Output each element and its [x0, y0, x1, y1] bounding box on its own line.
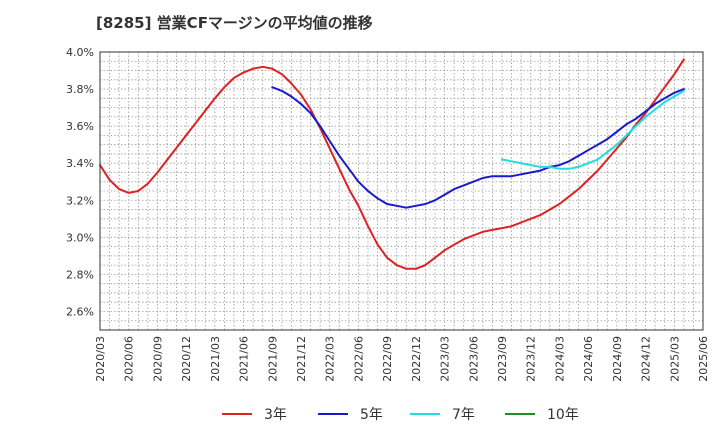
y-tick-label: 3.4%	[66, 157, 94, 170]
x-tick-label: 2023/09	[496, 336, 509, 382]
legend-label-4: 10年	[547, 407, 579, 423]
series-line-2	[271, 86, 685, 209]
y-tick-label: 3.2%	[66, 194, 94, 207]
x-tick-label: 2020/03	[94, 336, 107, 382]
x-tick-label: 2020/12	[180, 336, 193, 382]
legend: 3年 5年 7年 10年	[222, 407, 579, 423]
x-tick-label: 2021/09	[266, 336, 279, 382]
x-tick-label: 2025/06	[697, 336, 710, 382]
x-tick-label: 2024/03	[553, 336, 566, 382]
y-tick-label: 2.8%	[66, 268, 94, 281]
chart-title: [8285] 営業CFマージンの平均値の推移	[96, 14, 373, 32]
y-tick-label: 2.6%	[66, 305, 94, 318]
x-tick-label: 2024/06	[582, 336, 595, 382]
plot-border	[99, 51, 704, 331]
x-tick-label: 2021/06	[238, 336, 251, 382]
x-tick-label: 2021/03	[209, 336, 222, 382]
legend-label-3: 7年	[452, 407, 475, 423]
x-tick-label: 2023/06	[467, 336, 480, 382]
y-tick-label: 4.0%	[66, 46, 94, 59]
legend-label-2: 5年	[360, 407, 383, 423]
x-tick-label: 2025/03	[668, 336, 681, 382]
x-tick-label: 2024/12	[640, 336, 653, 382]
series-line-3	[501, 89, 685, 170]
x-tick-label: 2021/12	[295, 336, 308, 382]
y-axis-ticks: 2.6% 2.8% 3.0% 3.2% 3.4% 3.6% 3.8% 4.0%	[66, 46, 94, 318]
x-tick-label: 2022/03	[324, 336, 337, 382]
series-line-1	[99, 58, 685, 270]
x-tick-label: 2022/06	[352, 336, 365, 382]
x-tick-label: 2020/09	[151, 336, 164, 382]
legend-label-1: 3年	[264, 407, 287, 423]
series-lines	[99, 58, 685, 270]
y-tick-label: 3.6%	[66, 120, 94, 133]
y-tick-label: 3.0%	[66, 231, 94, 244]
x-tick-label: 2024/09	[611, 336, 624, 382]
x-tick-label: 2020/06	[123, 336, 136, 382]
x-axis-ticks: 2020/03 2020/06 2020/09 2020/12 2021/03 2021/…	[94, 336, 710, 382]
x-tick-label: 2023/12	[525, 336, 538, 382]
y-tick-label: 3.8%	[66, 83, 94, 96]
x-tick-label: 2023/03	[439, 336, 452, 382]
x-tick-label: 2022/12	[410, 336, 423, 382]
x-tick-label: 2022/09	[381, 336, 394, 382]
